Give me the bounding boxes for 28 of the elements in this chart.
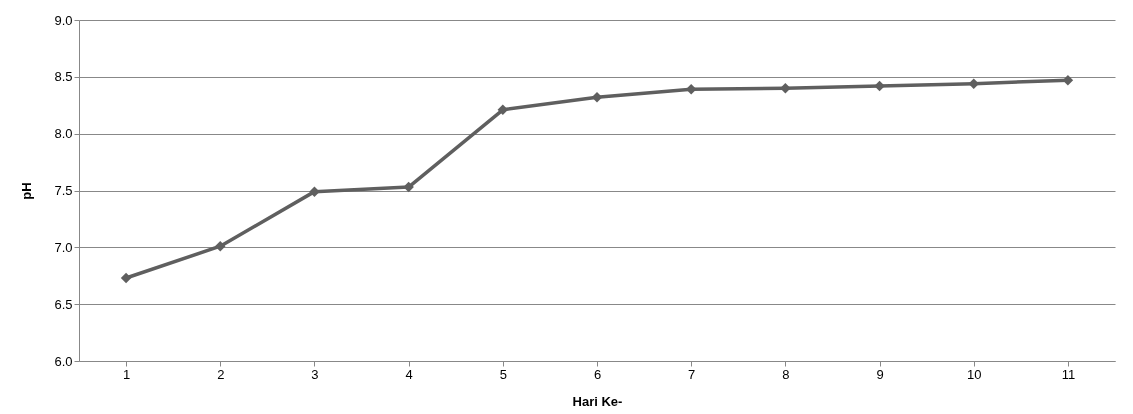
- x-tick-label: 11: [1061, 366, 1076, 382]
- x-tick-label: 10: [966, 366, 982, 382]
- x-tick-label: 3: [311, 366, 319, 382]
- point: [309, 186, 320, 197]
- x-tick-label: 5: [499, 366, 507, 382]
- y-tick-label: 8.5: [54, 69, 73, 85]
- point: [215, 240, 226, 252]
- x-tick-label: 8: [782, 366, 790, 382]
- y-tick-label: 6.0: [54, 353, 73, 369]
- point: [591, 92, 603, 103]
- y-tick-label: 9.0: [54, 12, 73, 28]
- point: [403, 181, 414, 193]
- x-tick-label: 7: [688, 366, 696, 382]
- x-tick-label: 1: [122, 366, 131, 382]
- point: [780, 82, 791, 94]
- point: [120, 272, 132, 284]
- x-axis-title: Hari Ke-: [572, 393, 623, 409]
- x-tick-label: 9: [876, 366, 884, 382]
- point: [874, 80, 885, 92]
- point: [497, 104, 509, 116]
- y-tick-label: 7.0: [54, 239, 73, 255]
- x-tick-label: 4: [405, 366, 413, 382]
- y-tick-label: 6.5: [54, 296, 73, 312]
- x-tick-label: 2: [217, 366, 225, 382]
- y-tick-label: 8.0: [54, 126, 73, 142]
- y-axis-title: pH: [19, 182, 35, 200]
- x-tick-label: 6: [593, 366, 602, 382]
- y-tick-label: 7.5: [54, 183, 73, 198]
